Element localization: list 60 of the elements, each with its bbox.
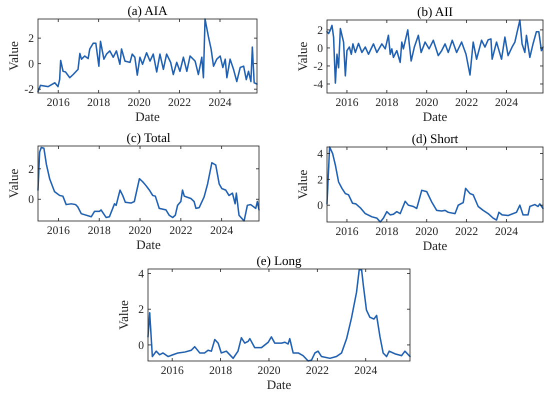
y-tick-label: 2 <box>317 24 324 37</box>
y-tick-label: 2 <box>138 304 144 316</box>
x-tick-label: 2022 <box>168 97 192 109</box>
y-tick-label: -4 <box>313 78 324 91</box>
y-tick-label: 0 <box>317 42 324 55</box>
x-tick-label: 2020 <box>415 226 438 238</box>
chart-title: (d) Short <box>412 131 459 146</box>
x-tick-label: 2016 <box>335 97 359 109</box>
x-tick-label: 2024 <box>495 97 518 109</box>
line-series <box>147 269 411 362</box>
x-tick-label: 2024 <box>210 225 234 237</box>
x-tick-label: 2020 <box>128 97 151 109</box>
y-axis-title: Value <box>116 300 131 330</box>
y-tick-label: 0 <box>138 340 144 352</box>
x-axis-title: Date <box>136 237 161 252</box>
x-tick-label: 2024 <box>495 226 518 238</box>
chart-title: (c) Total <box>126 130 171 145</box>
x-tick-label: 2016 <box>160 365 184 377</box>
x-axis-title: Date <box>135 109 160 124</box>
x-axis-title: Date <box>266 377 292 392</box>
x-tick-label: 2016 <box>46 225 70 237</box>
chart-title: (a) AIA <box>127 3 168 18</box>
y-tick-label: 0 <box>317 200 324 212</box>
x-tick-label: 2018 <box>209 365 232 377</box>
x-tick-label: 2020 <box>128 225 152 237</box>
y-axis-title: Value <box>6 168 21 198</box>
y-axis-title: Value <box>295 41 310 72</box>
x-tick-label: 2022 <box>306 365 330 377</box>
y-axis-title: Value <box>6 40 21 71</box>
y-axis-title: Value <box>295 169 310 200</box>
line-series <box>326 146 544 223</box>
y-tick-label: 2 <box>28 33 34 46</box>
y-tick-label: 4 <box>138 268 144 280</box>
x-tick-label: 2020 <box>415 97 438 109</box>
x-tick-label: 2024 <box>208 97 232 109</box>
y-tick-label: -2 <box>313 60 324 73</box>
x-tick-label: 2022 <box>169 225 193 237</box>
x-axis-title: Date <box>422 238 448 253</box>
line-series <box>37 146 260 222</box>
x-tick-label: 2018 <box>375 226 399 238</box>
x-tick-label: 2024 <box>354 365 378 377</box>
y-tick-label: 4 <box>317 148 324 160</box>
x-axis-title: Date <box>422 109 448 124</box>
x-tick-label: 2020 <box>257 365 281 377</box>
x-tick-label: 2018 <box>88 225 111 237</box>
x-tick-label: 2018 <box>87 97 110 109</box>
x-tick-label: 2016 <box>335 226 359 238</box>
y-tick-label: 2 <box>317 174 324 186</box>
x-tick-label: 2018 <box>375 97 399 109</box>
y-tick-label: 0 <box>28 194 34 206</box>
y-tick-label: 0 <box>28 58 34 71</box>
y-tick-label: -2 <box>24 84 34 96</box>
x-tick-label: 2022 <box>455 226 478 238</box>
line-series <box>326 19 544 84</box>
x-tick-label: 2016 <box>46 97 70 109</box>
chart-title: (e) Long <box>256 253 302 268</box>
chart-title: (b) AII <box>417 4 453 19</box>
line-series <box>37 18 258 92</box>
y-tick-label: 2 <box>28 164 34 176</box>
x-tick-label: 2022 <box>455 97 478 109</box>
